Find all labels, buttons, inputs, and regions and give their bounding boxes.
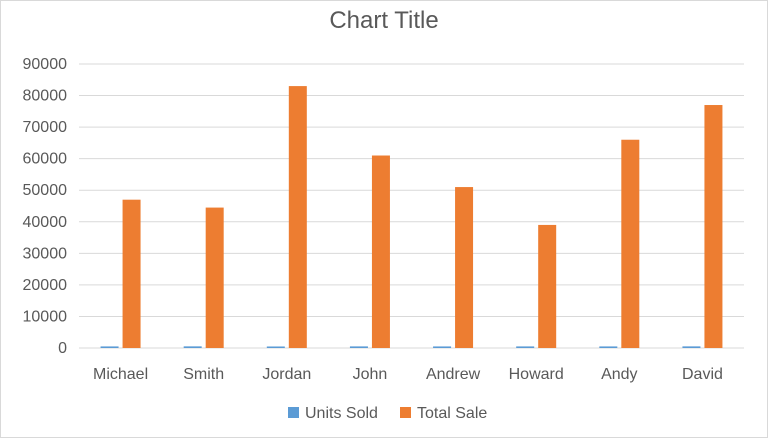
- y-tick-label: 20000: [23, 277, 68, 294]
- total-sale-bar-howard: [538, 224, 557, 348]
- gridlines: [79, 63, 744, 317]
- y-tick-label: 50000: [23, 182, 68, 199]
- total-sale-bar-david: [704, 105, 723, 349]
- total-sale-bar-andy: [621, 139, 640, 348]
- total-sale-bar-john: [371, 155, 390, 348]
- units-sold-bar-andy: [599, 346, 618, 348]
- legend-label: Units Sold: [305, 405, 378, 422]
- y-tick-label: 60000: [23, 151, 68, 168]
- units-sold-bar-andrew: [433, 346, 452, 348]
- x-tick-label: Jordan: [262, 366, 311, 383]
- y-tick-label: 90000: [23, 56, 68, 73]
- y-tick-label: 40000: [23, 214, 68, 231]
- bars: [100, 86, 723, 349]
- chart-title: Chart Title: [329, 7, 438, 34]
- total-sale-bar-andrew: [455, 187, 474, 348]
- units-sold-bar-john: [349, 346, 368, 348]
- y-tick-label: 80000: [23, 88, 68, 105]
- units-sold-bar-howard: [516, 346, 535, 348]
- x-tick-label: David: [682, 366, 723, 383]
- x-tick-label: Andy: [601, 366, 637, 383]
- units-sold-bar-michael: [100, 346, 119, 348]
- total-sale-bar-jordan: [288, 86, 307, 348]
- x-tick-label: Andrew: [426, 366, 481, 383]
- y-tick-label: 0: [58, 340, 67, 357]
- units-sold-bar-david: [682, 346, 701, 348]
- x-tick-label: Smith: [183, 366, 224, 383]
- units-sold-bar-jordan: [266, 346, 285, 348]
- legend-swatch-units-sold: [288, 407, 299, 418]
- legend: Units Sold Total Sale: [288, 405, 487, 422]
- y-tick-label: 10000: [23, 308, 68, 325]
- x-tick-label: Michael: [93, 366, 148, 383]
- x-tick-label: John: [353, 366, 388, 383]
- y-tick-label: 70000: [23, 119, 68, 136]
- total-sale-bar-michael: [122, 199, 141, 348]
- legend-label: Total Sale: [417, 405, 487, 422]
- total-sale-bar-smith: [205, 207, 224, 348]
- x-tick-label: Howard: [509, 366, 564, 383]
- units-sold-bar-smith: [183, 346, 202, 348]
- y-tick-label: 30000: [23, 245, 68, 262]
- legend-swatch-total-sale: [400, 407, 411, 418]
